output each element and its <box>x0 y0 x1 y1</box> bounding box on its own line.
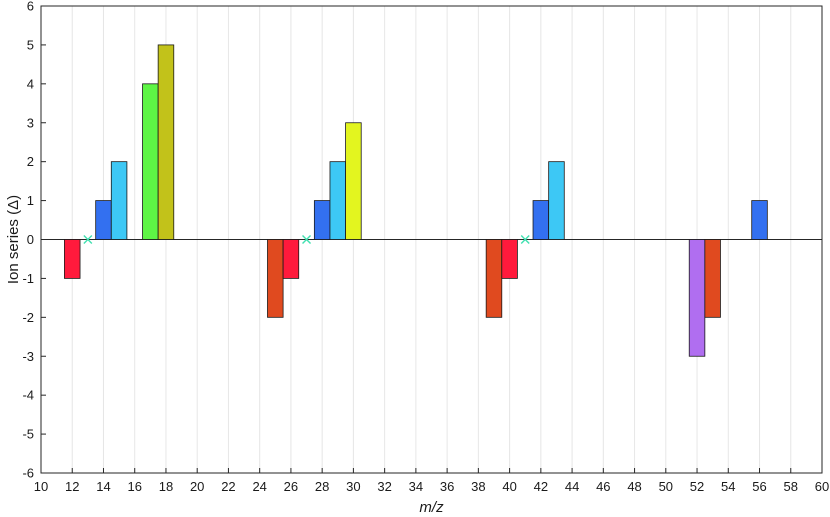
y-tick-label: 0 <box>27 232 34 247</box>
y-tick-label: 6 <box>27 0 34 14</box>
bar <box>501 239 518 279</box>
bar <box>345 122 362 240</box>
x-tick-label: 50 <box>659 479 673 494</box>
x-marker <box>302 235 312 244</box>
x-tick-label: 16 <box>127 479 141 494</box>
x-tick-label: 22 <box>221 479 235 494</box>
x-tick-labels: 10 12 14 16 18 20 22 24 26 28 30 32 34 36 38 40 42 44 46 48… <box>34 468 829 494</box>
bars-group <box>64 44 768 357</box>
x-axis-label: m/z <box>419 499 444 516</box>
y-tick-label: -6 <box>22 466 34 481</box>
x-tick-label: 32 <box>377 479 391 494</box>
x-tick-label: 58 <box>784 479 798 494</box>
bar <box>485 239 503 318</box>
x-tick-label: 26 <box>284 479 298 494</box>
x-tick-label: 14 <box>96 479 110 494</box>
x-tick-label: 54 <box>721 479 735 494</box>
x-tick-label: 12 <box>65 479 79 494</box>
x-tick-label: 46 <box>596 479 610 494</box>
x-tick-label: 30 <box>346 479 360 494</box>
x-tick-label: 40 <box>502 479 516 494</box>
bar <box>95 200 112 240</box>
y-tick-label: 4 <box>27 76 34 91</box>
y-tick-label: -3 <box>22 349 34 364</box>
bar <box>751 200 768 240</box>
y-tick-label: 5 <box>27 37 34 52</box>
markers-group <box>83 235 530 244</box>
y-tick-label: -1 <box>22 271 34 286</box>
bar <box>282 239 300 279</box>
x-tick-label: 24 <box>252 479 266 494</box>
x-tick-label: 42 <box>534 479 548 494</box>
bar <box>704 239 721 318</box>
x-tick-label: 38 <box>471 479 485 494</box>
x-tick-label: 28 <box>315 479 329 494</box>
bar <box>110 161 128 240</box>
bar <box>142 83 159 240</box>
y-tick-label: 3 <box>27 115 34 130</box>
bar <box>267 239 284 318</box>
y-axis-label: Ion series (Δ) <box>5 195 22 284</box>
bar <box>532 200 550 240</box>
x-tick-label: 34 <box>409 479 423 494</box>
x-marker <box>520 235 530 244</box>
x-tick-label: 10 <box>34 479 48 494</box>
bar <box>329 161 346 240</box>
bar <box>548 161 565 240</box>
x-tick-label: 56 <box>752 479 766 494</box>
y-tick-label: -2 <box>22 310 34 325</box>
bar <box>688 239 706 357</box>
x-marker <box>83 235 93 244</box>
x-tick-label: 44 <box>565 479 579 494</box>
bar <box>157 44 175 240</box>
y-tick-labels: -6 -5 -4 -3 -2 -1 0 1 2 3 4 5 6 <box>22 0 46 481</box>
y-tick-label: -5 <box>22 427 34 442</box>
x-tick-label: 48 <box>627 479 641 494</box>
x-tick-label: 20 <box>190 479 204 494</box>
x-tick-label: 18 <box>159 479 173 494</box>
x-tick-label: 36 <box>440 479 454 494</box>
y-tick-label: 1 <box>27 193 34 208</box>
bar <box>313 200 331 240</box>
y-tick-label: -4 <box>22 388 34 403</box>
y-tick-label: 2 <box>27 154 34 169</box>
x-tick-label: 60 <box>815 479 829 494</box>
bar <box>64 239 81 279</box>
x-tick-label: 52 <box>690 479 704 494</box>
